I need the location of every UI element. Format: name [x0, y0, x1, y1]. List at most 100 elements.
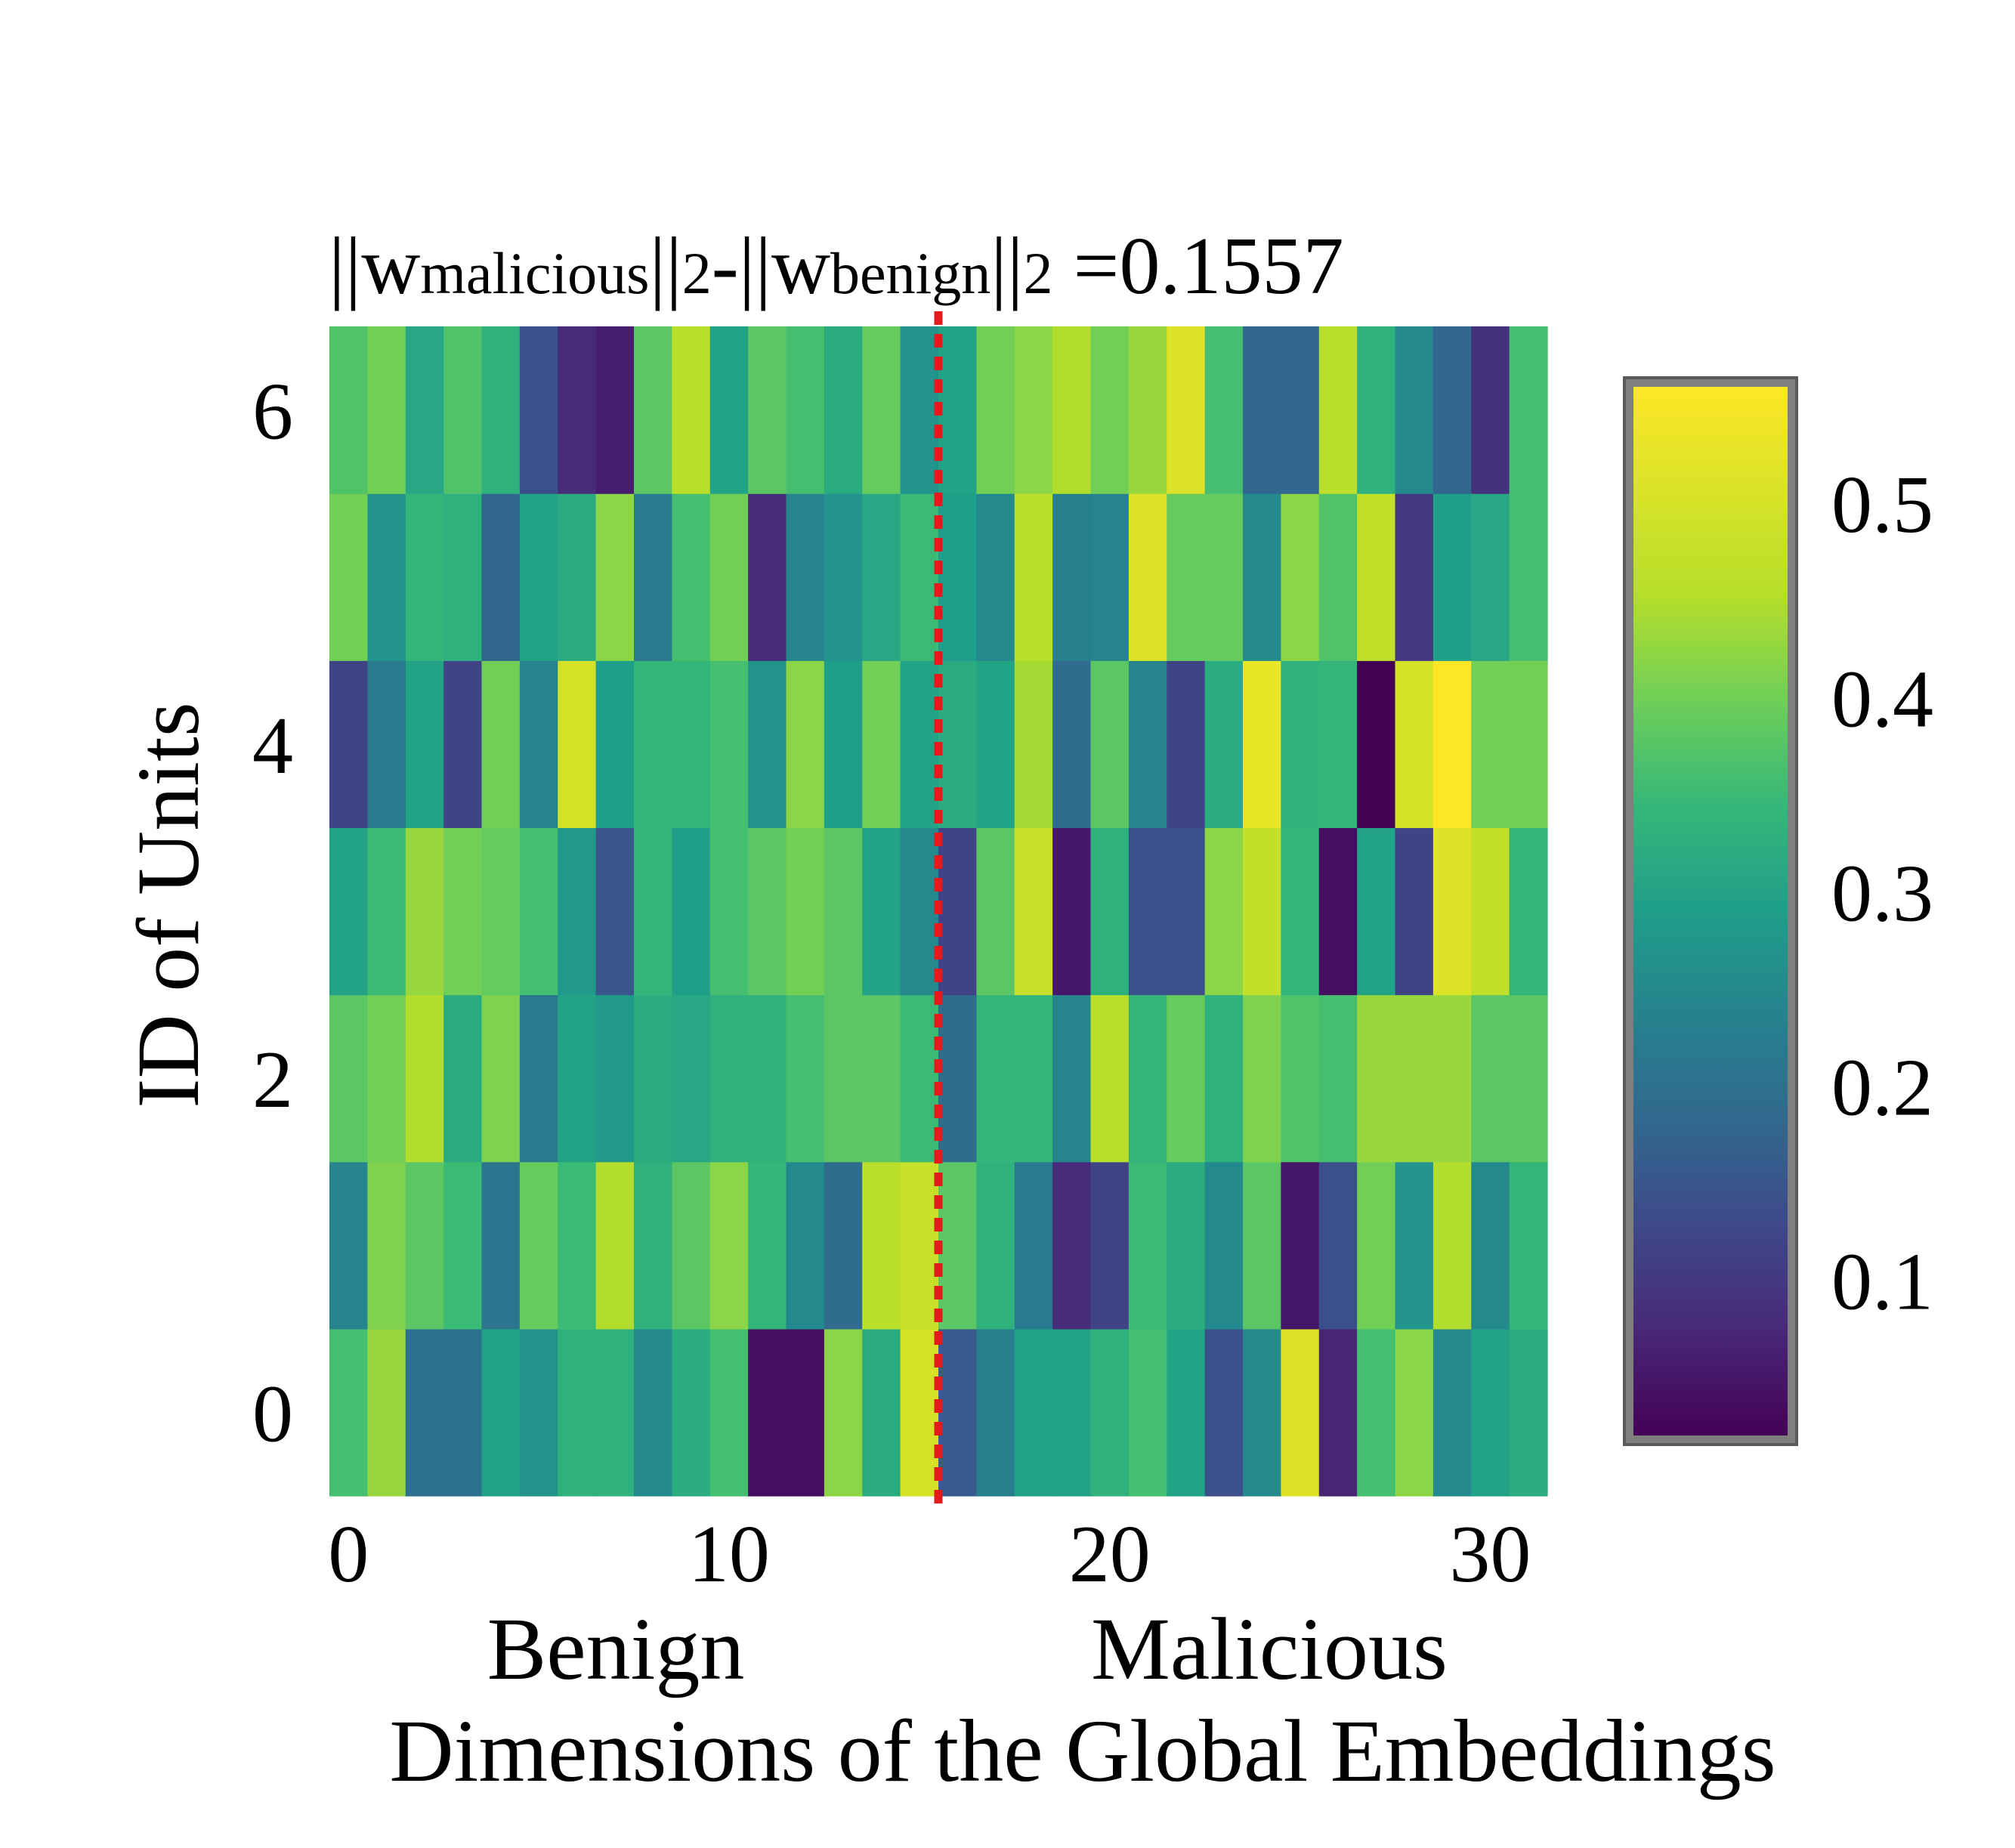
heatmap-cell [1281, 994, 1320, 1163]
heatmap-cell [1090, 1161, 1130, 1330]
heatmap-cell [558, 660, 597, 829]
heatmap-cells [329, 326, 1548, 1497]
heatmap-cell [900, 1328, 939, 1497]
heatmap-cell [786, 1161, 825, 1330]
heatmap-cell [367, 1161, 406, 1330]
heatmap-cell [481, 660, 521, 829]
heatmap-cell [1318, 326, 1358, 494]
heatmap-cell [481, 827, 521, 996]
heatmap-cell [1357, 827, 1396, 996]
heatmap-cell [1357, 493, 1396, 661]
heatmap-cell [786, 493, 825, 661]
heatmap-cell [1243, 326, 1281, 494]
heatmap-cell [786, 994, 825, 1163]
heatmap-cell [938, 1328, 977, 1497]
heatmap-cell [1281, 326, 1320, 494]
heatmap-cell [1357, 994, 1396, 1163]
heatmap-cell [1357, 1328, 1396, 1497]
heatmap-cell [1395, 827, 1434, 996]
heatmap-cell [938, 660, 977, 829]
heatmap-cell [824, 994, 863, 1163]
heatmap-cell [709, 1161, 749, 1330]
heatmap-cell [1432, 1161, 1472, 1330]
heatmap-cell [1471, 1328, 1510, 1497]
heatmap-cell [1395, 326, 1434, 494]
heatmap-cell [824, 326, 863, 494]
heatmap-cell [367, 994, 406, 1163]
heatmap-cell [595, 994, 635, 1163]
heatmap-cell [824, 1161, 863, 1330]
heatmap-cell [329, 660, 368, 829]
heatmap-cell [634, 827, 672, 996]
heatmap-cell [481, 326, 521, 494]
heatmap-cell [634, 660, 672, 829]
heatmap-cell [481, 493, 521, 661]
heatmap-cell [672, 326, 711, 494]
heatmap-cell [519, 827, 558, 996]
heatmap-cell [1128, 1328, 1167, 1497]
heatmap-cell [976, 660, 1015, 829]
heatmap-cell [1243, 994, 1281, 1163]
colorbar [1633, 387, 1788, 1435]
heatmap-cell [329, 326, 368, 494]
heatmap-cell [1471, 1161, 1510, 1330]
heatmap-cell [405, 326, 444, 494]
heatmap-cell [405, 1328, 444, 1497]
heatmap-cell [1243, 1161, 1281, 1330]
heatmap-cell [1167, 493, 1206, 661]
heatmap-cell [862, 326, 901, 494]
heatmap-cell [1471, 660, 1510, 829]
y-tick-label: 0 [252, 1369, 293, 1459]
heatmap-cell [1014, 326, 1053, 494]
heatmap-cell [1204, 827, 1244, 996]
colorbar-tick-label: 0.1 [1831, 1237, 1933, 1327]
heatmap-cell [367, 827, 406, 996]
heatmap-cell [672, 660, 711, 829]
group-label-benign: Benign [487, 1599, 745, 1698]
heatmap-cell [900, 660, 939, 829]
heatmap-cell [1052, 660, 1092, 829]
heatmap-cell [1243, 1328, 1281, 1497]
heatmap-cell [1167, 660, 1206, 829]
heatmap-cell [786, 326, 825, 494]
heatmap-cell [748, 1161, 787, 1330]
colorbar-tick-label: 0.4 [1831, 654, 1933, 744]
heatmap-cell [1395, 1328, 1434, 1497]
heatmap-cell [1357, 1161, 1396, 1330]
heatmap-cell [1509, 827, 1548, 996]
heatmap-cell [862, 1161, 901, 1330]
heatmap-cell [900, 827, 939, 996]
heatmap-cell [1167, 1161, 1206, 1330]
heatmap-cell [748, 660, 787, 829]
heatmap-cell [1318, 1161, 1358, 1330]
heatmap-cell [1509, 326, 1548, 494]
heatmap-cell [976, 994, 1015, 1163]
heatmap-cell [634, 994, 672, 1163]
heatmap-cell [786, 827, 825, 996]
heatmap-cell [1432, 994, 1472, 1163]
heatmap-cell [1167, 1328, 1206, 1497]
heatmap-cell [595, 1328, 635, 1497]
heatmap-cell [634, 1328, 672, 1497]
heatmap-cell [519, 1328, 558, 1497]
heatmap-cell [862, 827, 901, 996]
heatmap-cell [1509, 660, 1548, 829]
heatmap-cell [634, 1161, 672, 1330]
x-tick-label: 0 [328, 1510, 369, 1599]
heatmap-cell [1167, 994, 1206, 1163]
heatmap-cell [367, 326, 406, 494]
heatmap-cell [1052, 1328, 1092, 1497]
heatmap-cell [1281, 660, 1320, 829]
heatmap-cell [1281, 827, 1320, 996]
heatmap-cell [481, 994, 521, 1163]
heatmap-cell [1090, 994, 1130, 1163]
heatmap-cell [976, 827, 1015, 996]
heatmap-cell [1243, 493, 1281, 661]
heatmap-cell [443, 493, 483, 661]
heatmap-cell [1204, 660, 1244, 829]
heatmap-cell [1128, 1161, 1167, 1330]
heatmap-cell [709, 493, 749, 661]
heatmap-cell [405, 1161, 444, 1330]
heatmap-cell [1204, 493, 1244, 661]
heatmap-cell [405, 994, 444, 1163]
